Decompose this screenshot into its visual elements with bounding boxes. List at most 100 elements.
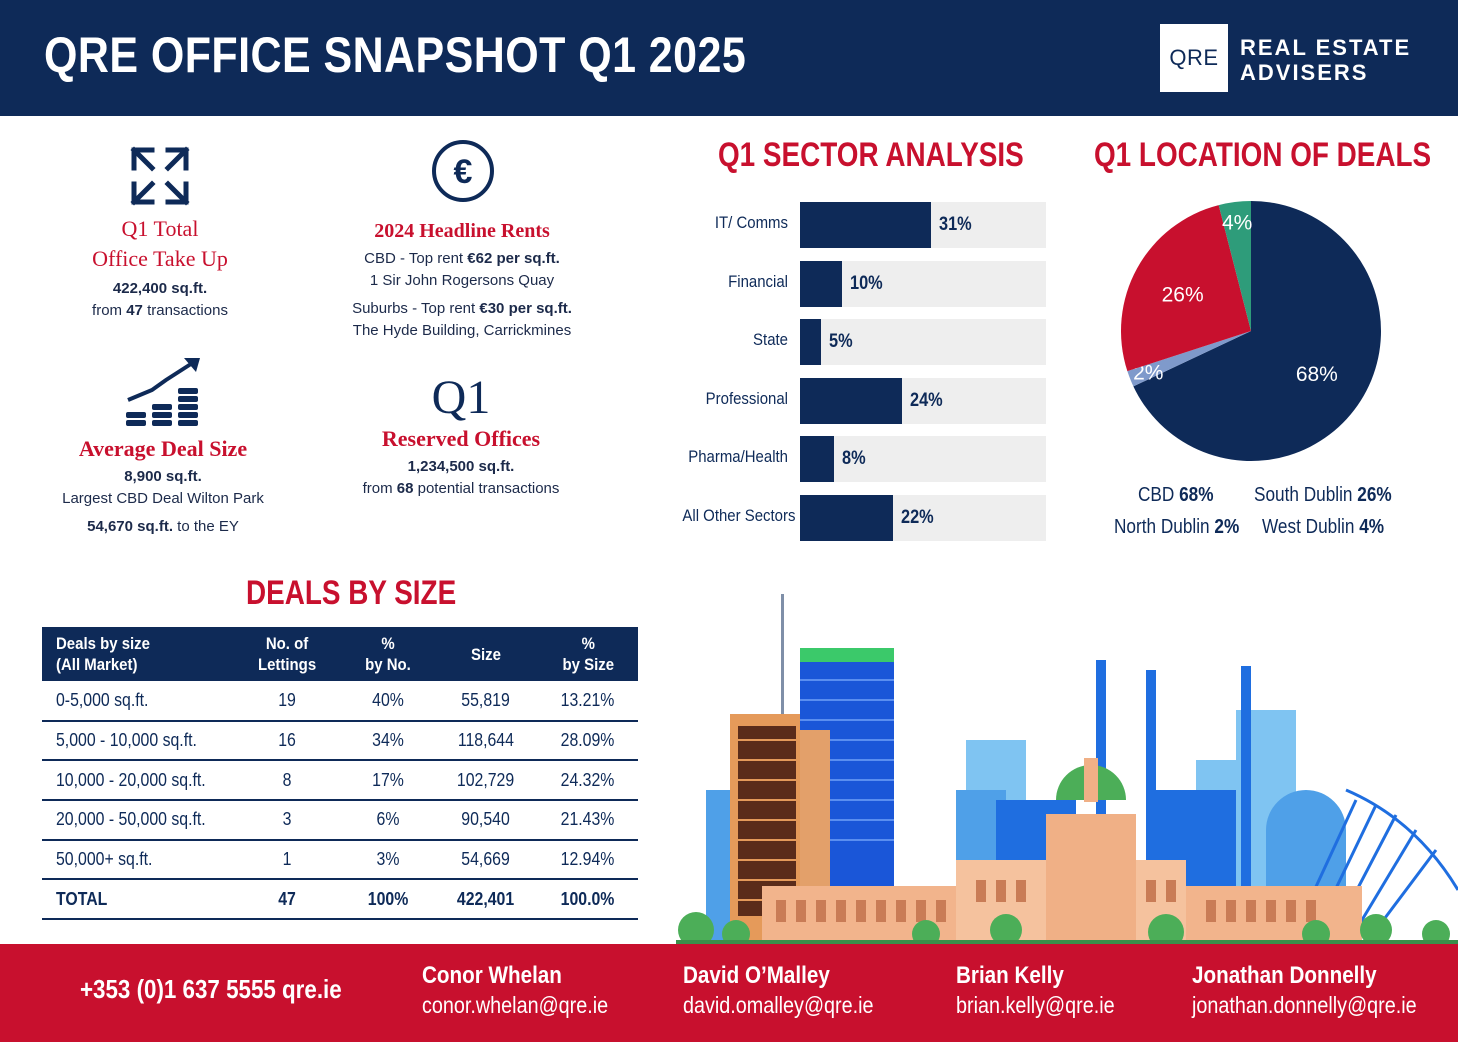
legend-cbd-value: 68% xyxy=(1179,484,1214,506)
headline-rents-heading: 2024 Headline Rents xyxy=(374,220,550,242)
row-band: 5,000 - 10,000 sq.ft. xyxy=(56,730,197,751)
suburbs-rent-prefix: Suburbs - Top rent xyxy=(352,300,476,317)
dublin-skyline-illustration xyxy=(676,594,1458,944)
bar-label: Professional xyxy=(705,388,788,408)
bar-value-label: 22% xyxy=(901,507,935,528)
bar xyxy=(800,436,834,483)
cbd-rent-value: €62 per sq.ft. xyxy=(467,250,560,267)
reserved-heading: Reserved Offices xyxy=(381,426,541,451)
bar xyxy=(800,377,902,424)
take-up-heading-line2: Office Take Up xyxy=(92,246,228,271)
bar xyxy=(800,202,932,248)
pie-slice-label: 26% xyxy=(1162,283,1204,306)
header-band: Deals by size (All Market) xyxy=(42,627,233,681)
row-band: 10,000 - 20,000 sq.ft. xyxy=(56,769,206,790)
row-pct-no: 40% xyxy=(372,689,405,710)
table-row: 50,000+ sq.ft. 1 3% 54,669 12.94% xyxy=(42,839,638,881)
legend-south-dublin-value: 26% xyxy=(1357,484,1392,506)
row-band: 20,000 - 50,000 sq.ft. xyxy=(56,809,206,830)
bar-value-label: 10% xyxy=(850,272,884,294)
header-size: Size xyxy=(433,627,538,681)
footer-phone-site[interactable]: +353 (0)1 637 5555 qre.ie xyxy=(80,974,342,1004)
bar-label: All Other Sectors xyxy=(682,506,796,525)
row-pct-no: 17% xyxy=(372,769,405,790)
pie-slice-north-dublin xyxy=(1127,331,1251,387)
largest-deal-suffix: to the EY xyxy=(177,518,239,535)
average-deal-heading: Average Deal Size xyxy=(78,436,248,461)
header-size-label: Size xyxy=(470,644,501,664)
bar xyxy=(800,260,843,307)
take-up-transactions: 47 xyxy=(126,302,143,319)
average-deal-block: Average Deal Size 8,900 sq.ft. Largest C… xyxy=(38,434,288,538)
row-size: 118,644 xyxy=(457,730,514,751)
contact-email[interactable]: conor.whelan@qre.ie xyxy=(422,992,609,1018)
row-lettings: 1 xyxy=(282,849,292,870)
bar-value-label: 5% xyxy=(829,331,853,353)
header-pct-no-line1: % xyxy=(381,634,395,653)
header-lettings: No. of Lettings xyxy=(232,627,343,681)
bar-label: IT/ Comms xyxy=(714,213,788,232)
svg-text:€: € xyxy=(454,153,473,191)
bar-label: Financial xyxy=(728,271,788,291)
pie-slice-label: 68% xyxy=(1296,363,1338,386)
header-lettings-line2: Lettings xyxy=(258,655,317,674)
row-size: 102,729 xyxy=(457,769,515,790)
take-up-from: from xyxy=(92,302,123,319)
reserved-count: 68 xyxy=(396,480,414,497)
total-lettings: 47 xyxy=(278,888,297,909)
header-band-line1: Deals by size xyxy=(56,634,150,653)
header-pct-no-line2: by No. xyxy=(365,655,412,674)
legend-north-dublin: North Dublin 2% xyxy=(1114,516,1239,539)
reserved-block: Q1 Reserved Offices 1,234,500 sq.ft. fro… xyxy=(330,372,592,500)
row-lettings: 16 xyxy=(278,730,297,751)
row-lettings: 19 xyxy=(278,689,297,710)
row-pct-no: 6% xyxy=(376,809,400,830)
row-size: 54,669 xyxy=(461,849,511,870)
bar-label: State xyxy=(753,330,788,350)
contact-name: David O’Malley xyxy=(683,962,830,989)
table-row: 10,000 - 20,000 sq.ft. 8 17% 102,729 24.… xyxy=(42,760,638,802)
take-up-area: 422,400 sq.ft. xyxy=(112,280,208,297)
bar-value-label: 31% xyxy=(939,214,973,235)
pie-slice-label: 4% xyxy=(1222,211,1252,234)
page-title: QRE OFFICE SNAPSHOT Q1 2025 xyxy=(44,27,747,83)
deals-by-size-title: DEALS BY SIZE xyxy=(246,574,457,612)
contact-name: Brian Kelly xyxy=(956,962,1064,989)
header-banner: QRE OFFICE SNAPSHOT Q1 2025 QRE REAL EST… xyxy=(0,0,1458,116)
legend-south-dublin: South Dublin 26% xyxy=(1254,484,1392,507)
row-lettings: 3 xyxy=(282,809,292,830)
legend-cbd-name: CBD xyxy=(1138,484,1175,506)
pie-slice-west-dublin xyxy=(1218,201,1251,331)
expand-arrows-icon xyxy=(130,146,190,206)
pie-slice-cbd xyxy=(1133,201,1381,461)
bar-track xyxy=(800,319,1046,366)
total-pct-size: 100.0% xyxy=(560,888,615,909)
contact-email[interactable]: brian.kelly@qre.ie xyxy=(956,992,1115,1018)
take-up-transactions-suffix: transactions xyxy=(147,302,228,319)
footer-banner: +353 (0)1 637 5555 qre.ie Conor Whelan c… xyxy=(0,944,1458,1042)
contact-email[interactable]: david.omalley@qre.ie xyxy=(683,992,874,1018)
legend-west-dublin: West Dublin 4% xyxy=(1262,516,1384,539)
row-band: 50,000+ sq.ft. xyxy=(56,849,153,870)
reserved-area: 1,234,500 sq.ft. xyxy=(407,458,515,475)
pie-slice-south-dublin xyxy=(1121,205,1251,372)
location-title: Q1 LOCATION OF DEALS xyxy=(1094,136,1432,174)
total-band: TOTAL xyxy=(56,888,108,909)
contact-email[interactable]: jonathan.donnelly@qre.ie xyxy=(1192,992,1417,1018)
header-pct-no: % by No. xyxy=(342,627,434,681)
row-pct-size: 12.94% xyxy=(560,849,615,870)
row-size: 55,819 xyxy=(461,689,511,710)
brand-tagline-line2: ADVISERS xyxy=(1240,60,1369,85)
legend-south-dublin-name: South Dublin xyxy=(1254,484,1353,506)
header-pct-size: % by Size xyxy=(537,627,638,681)
legend-north-dublin-name: North Dublin xyxy=(1114,516,1210,538)
bar xyxy=(800,495,894,541)
table-row: 5,000 - 10,000 sq.ft. 16 34% 118,644 28.… xyxy=(42,720,638,762)
table-row: 0-5,000 sq.ft. 19 40% 55,819 13.21% xyxy=(42,681,638,722)
deals-by-size-table: Deals by size (All Market) No. of Lettings… xyxy=(42,627,638,921)
contact-name: Conor Whelan xyxy=(422,962,562,989)
bar-label: Pharma/Health xyxy=(688,447,788,467)
row-pct-size: 21.43% xyxy=(560,809,615,830)
header-pct-size-line1: % xyxy=(581,634,595,653)
euro-icon: € xyxy=(432,140,494,202)
